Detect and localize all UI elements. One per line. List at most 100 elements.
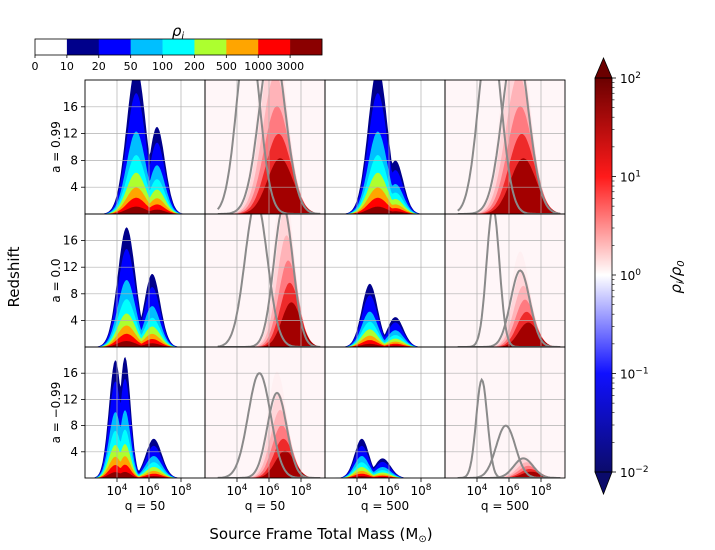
density-contour-level bbox=[94, 197, 197, 214]
panel-frame bbox=[324, 213, 446, 348]
right-colorbar-tick-label: 10−1 bbox=[620, 367, 649, 382]
density-panel bbox=[85, 80, 205, 214]
y-tick-label: 16 bbox=[63, 366, 78, 380]
x-tick-label: 104 bbox=[346, 483, 367, 498]
density-panel bbox=[85, 214, 205, 347]
x-tick-label: 108 bbox=[290, 483, 311, 498]
top-colorbar-tick-label: 0 bbox=[32, 60, 39, 73]
right-colorbar-gradient bbox=[595, 78, 612, 472]
density-panel bbox=[325, 80, 445, 214]
density-contour-level bbox=[94, 472, 197, 478]
column-label: q = 50 bbox=[125, 499, 166, 513]
right-colorbar-ticks: 102 101 100 10−1 10−2 bbox=[612, 71, 649, 480]
density-contour-level bbox=[94, 187, 197, 214]
ratio-panel bbox=[205, 80, 325, 214]
top-colorbar-tick-label: 200 bbox=[184, 60, 205, 73]
ratio-contour-line bbox=[457, 214, 561, 347]
top-colorbar-tick-label: 20 bbox=[92, 60, 106, 73]
x-tick-label: 106 bbox=[498, 483, 519, 498]
top-colorbar-cell bbox=[66, 39, 100, 55]
ratio-contour-line bbox=[217, 214, 321, 347]
column-label: q = 500 bbox=[361, 499, 409, 513]
top-colorbar-tick-label: 100 bbox=[152, 60, 173, 73]
ratio-band bbox=[454, 322, 561, 347]
right-colorbar-tick-label: 100 bbox=[620, 268, 641, 283]
x-tick-label: 108 bbox=[410, 483, 431, 498]
y-tick-label: 8 bbox=[70, 287, 78, 301]
panel-frame bbox=[444, 346, 566, 479]
right-colorbar-label: ρi/ρ0 bbox=[667, 260, 687, 293]
x-tick-label: 108 bbox=[170, 483, 191, 498]
ratio-contour-line bbox=[457, 80, 561, 214]
x-tick-label: 104 bbox=[466, 483, 487, 498]
ratio-panel bbox=[445, 347, 565, 478]
ratio-contour-line bbox=[217, 214, 321, 347]
density-contour-level bbox=[94, 131, 197, 214]
density-contour-level bbox=[94, 155, 197, 214]
top-colorbar-ticks: 0 10 20 50 100 200 500 1000 3000 bbox=[32, 55, 304, 73]
density-contour-level bbox=[334, 197, 437, 214]
top-colorbar-cell bbox=[35, 39, 68, 55]
density-panel bbox=[325, 214, 445, 347]
y-tick-label: 8 bbox=[70, 153, 78, 167]
ratio-band bbox=[214, 158, 321, 214]
column-label: q = 50 bbox=[245, 499, 286, 513]
ratio-band bbox=[214, 450, 321, 478]
right-colorbar-tick-label: 10−2 bbox=[620, 465, 649, 480]
ratio-panel bbox=[205, 214, 325, 347]
top-colorbar-tick-label: 10 bbox=[60, 60, 74, 73]
right-colorbar: 102 101 100 10−1 10−2 ρi/ρ0 bbox=[594, 56, 687, 496]
y-tick-label: 4 bbox=[70, 313, 78, 327]
top-colorbar-tick-label: 500 bbox=[216, 60, 237, 73]
y-tick-label: 4 bbox=[70, 180, 78, 194]
right-colorbar-tick-label: 101 bbox=[620, 170, 641, 185]
right-colorbar-tick-label: 102 bbox=[620, 71, 641, 86]
ratio-contour-line bbox=[216, 80, 321, 214]
top-colorbar-frame bbox=[34, 38, 323, 56]
x-tick-label: 106 bbox=[378, 483, 399, 498]
row-label: a = 0.99 bbox=[49, 121, 63, 173]
top-colorbar-label: ρi bbox=[172, 22, 185, 42]
density-panel bbox=[85, 347, 205, 478]
ratio-panel bbox=[205, 347, 325, 478]
density-contour-level bbox=[334, 172, 437, 214]
density-panel bbox=[325, 347, 445, 478]
right-colorbar-extend-max bbox=[594, 56, 613, 79]
y-tick-label: 16 bbox=[63, 234, 78, 248]
x-tick-label: 104 bbox=[226, 483, 247, 498]
ratio-background bbox=[445, 347, 565, 478]
y-tick-label: 12 bbox=[63, 127, 78, 141]
density-contour-level bbox=[334, 187, 437, 214]
ratio-band bbox=[214, 302, 321, 347]
ratio-contour-line bbox=[217, 80, 321, 214]
figure-xlabel: Source Frame Total Mass (M⊙) bbox=[209, 525, 432, 545]
top-colorbar-cell bbox=[290, 39, 323, 55]
top-colorbar-cell bbox=[162, 39, 195, 55]
top-colorbar-cell bbox=[258, 39, 291, 55]
top-colorbar-cell bbox=[130, 39, 163, 55]
y-tick-label: 12 bbox=[63, 392, 78, 406]
figure-ylabel: Redshift bbox=[5, 246, 23, 307]
ratio-panel bbox=[445, 80, 565, 214]
x-tick-label: 104 bbox=[106, 483, 127, 498]
ratio-contour-line bbox=[457, 377, 561, 478]
density-contour-level bbox=[334, 206, 437, 214]
y-tick-label: 4 bbox=[70, 445, 78, 459]
top-colorbar-cells bbox=[35, 39, 323, 55]
y-tick-label: 16 bbox=[63, 100, 78, 114]
ratio-contour-line bbox=[457, 457, 561, 478]
x-tick-label: 108 bbox=[530, 483, 551, 498]
density-contour-level bbox=[334, 340, 437, 347]
top-colorbar-tick-label: 3000 bbox=[276, 60, 304, 73]
ratio-band bbox=[454, 158, 561, 214]
density-contour-level bbox=[94, 206, 197, 214]
ratio-contour-line bbox=[457, 80, 561, 214]
x-tick-label: 106 bbox=[138, 483, 159, 498]
top-colorbar: 0 10 20 50 100 200 500 1000 3000 ρi bbox=[32, 22, 323, 73]
column-label: q = 500 bbox=[481, 499, 529, 513]
y-tick-label: 8 bbox=[70, 419, 78, 433]
density-contour-level bbox=[334, 155, 437, 214]
row-label: a = −0.99 bbox=[49, 382, 63, 444]
